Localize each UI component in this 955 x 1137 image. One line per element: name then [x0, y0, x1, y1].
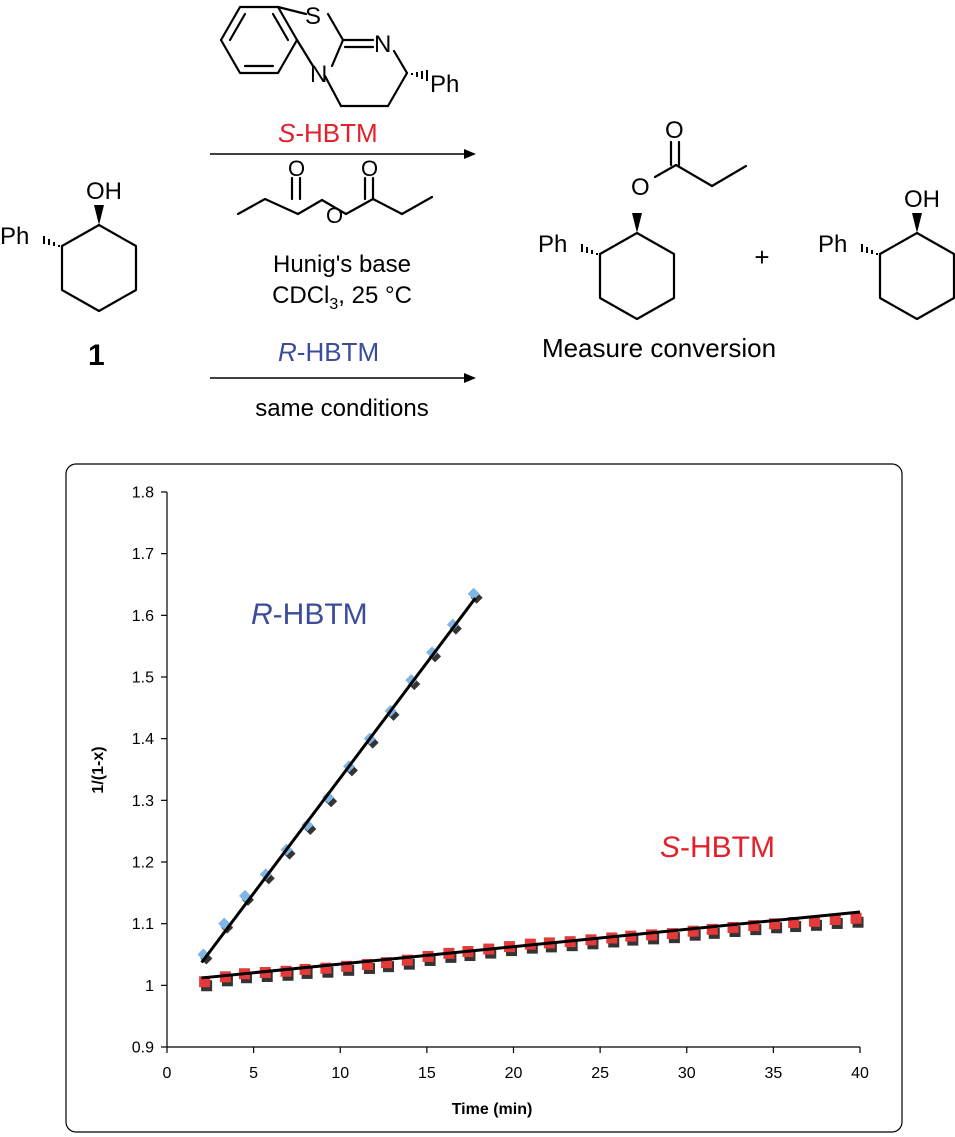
product-o-carbonyl: O	[665, 117, 684, 144]
chart-frame	[65, 463, 903, 1133]
y-tick-label: 1.6	[132, 608, 154, 625]
y-axis-title: 1/(1-x)	[90, 746, 107, 793]
plus-sign: +	[754, 242, 769, 272]
data-point-s-hbtm	[381, 957, 395, 973]
r-hbtm-label: R-HBTM	[278, 337, 379, 367]
product-hash-bond	[581, 244, 598, 255]
reaction-arrow-bottom-head	[464, 373, 476, 383]
recovered-wedge-bond	[912, 213, 922, 233]
data-point-s-hbtm	[829, 913, 843, 929]
data-point-s-hbtm	[361, 958, 375, 974]
y-tick-label: 1.8	[132, 485, 154, 502]
reactant-number: 1	[88, 339, 105, 372]
data-point-s-hbtm	[280, 965, 294, 981]
data-point-s-hbtm	[687, 925, 701, 941]
y-tick-label: 1.4	[132, 731, 154, 748]
legend-r-rest: -HBTM	[273, 598, 368, 631]
same-conditions-label: same conditions	[255, 395, 428, 422]
s-hbtm-italic: S	[278, 118, 296, 148]
y-tick-label: 1.2	[132, 855, 154, 872]
anhydride-o-bridge: O	[326, 203, 343, 228]
solvent-temp: , 25 °C	[338, 282, 412, 309]
y-tick-label: 1	[145, 978, 154, 995]
reaction-scheme: OH Ph 1 S N N Ph S-HBTM	[0, 3, 955, 422]
x-tick-label: 25	[591, 1065, 609, 1082]
catalyst-n-atom-top: N	[374, 31, 391, 58]
anhydride-bonds	[236, 195, 434, 216]
x-tick-label: 15	[418, 1065, 436, 1082]
data-point-s-hbtm	[727, 921, 741, 937]
recovered-ph-label: Ph	[818, 231, 847, 258]
x-tick-label: 35	[764, 1065, 782, 1082]
data-point-s-hbtm	[646, 929, 660, 945]
reactant-oh-label: OH	[86, 178, 122, 205]
legend-s-rest: -HBTM	[680, 831, 775, 864]
legend-s-italic: S	[660, 831, 680, 864]
series-r-hbtm	[197, 587, 483, 965]
recovered-hash-bond	[861, 244, 878, 255]
s-hbtm-rest: -HBTM	[295, 118, 377, 148]
recovered-alcohol-structure: OH Ph	[818, 186, 955, 321]
x-tick-label: 5	[249, 1065, 258, 1082]
legend-r-hbtm: R-HBTM	[251, 598, 368, 631]
y-tick-label: 1.1	[132, 916, 154, 933]
reactant-structure: OH Ph 1	[0, 178, 138, 372]
product-structure: O O Ph	[538, 117, 748, 321]
recovered-oh-label: OH	[904, 186, 940, 213]
data-point-s-hbtm	[769, 918, 783, 934]
data-point-s-hbtm	[788, 917, 802, 933]
data-point-s-hbtm	[706, 923, 720, 939]
data-point-s-hbtm	[808, 915, 822, 931]
x-tick-label: 20	[505, 1065, 523, 1082]
data-point-s-hbtm	[850, 912, 864, 928]
reactant-wedge-bond	[94, 205, 104, 225]
reactant-hash-bond	[43, 236, 60, 247]
y-tick-label: 1.5	[132, 670, 154, 687]
x-tick-label: 30	[678, 1065, 696, 1082]
r-hbtm-italic: R	[278, 337, 297, 367]
y-tick-label: 1.7	[132, 546, 154, 563]
fit-line-r-hbtm	[200, 597, 477, 964]
x-axis-ticks: 0 5 10 15 20 25 30 35 40	[163, 1047, 869, 1082]
fit-line-s-hbtm	[201, 910, 861, 980]
series-s-hbtm	[199, 910, 864, 992]
legend-r-italic: R	[251, 598, 273, 631]
data-point-s-hbtm	[401, 954, 415, 970]
solvent-subscript: 3	[329, 296, 338, 313]
anhydride-o-top-left: O	[288, 156, 305, 181]
x-tick-label: 0	[163, 1065, 172, 1082]
catalyst-hash-bond	[411, 70, 428, 81]
data-point-s-hbtm	[341, 960, 355, 976]
s-hbtm-label: S-HBTM	[278, 118, 378, 148]
catalyst-s-atom: S	[305, 3, 321, 30]
reactant-ph-label: Ph	[0, 223, 29, 250]
solvent-label: CDCl3, 25 °C	[272, 282, 412, 313]
x-tick-label: 40	[851, 1065, 869, 1082]
catalyst-structure: S N N Ph	[219, 3, 459, 108]
base-label: Hunig's base	[273, 251, 411, 278]
r-hbtm-rest: -HBTM	[297, 337, 379, 367]
y-tick-label: 0.9	[132, 1040, 154, 1057]
catalyst-n-atom-bottom: N	[310, 61, 327, 88]
x-axis-title: Time (min)	[452, 1101, 533, 1118]
product-wedge-bond	[632, 213, 642, 233]
solvent-main: CDCl	[272, 282, 329, 309]
y-tick-label: 1.3	[132, 793, 154, 810]
product-o-ester: O	[631, 174, 650, 201]
data-point-s-hbtm	[748, 920, 762, 936]
legend-s-hbtm: S-HBTM	[660, 831, 775, 864]
data-point-s-hbtm	[320, 962, 334, 978]
y-axis-ticks: 0.9 1 1.1 1.2 1.3 1.4 1.5 1.6 1.7 1.8	[132, 485, 167, 1057]
anhydride-o-top-right: O	[361, 156, 378, 181]
anhydride-structure: O O O	[236, 156, 434, 228]
data-point-s-hbtm	[666, 928, 680, 944]
catalyst-ph-label: Ph	[430, 71, 459, 98]
x-tick-label: 10	[331, 1065, 349, 1082]
data-point-s-hbtm	[299, 963, 313, 979]
reaction-arrow-top-head	[464, 149, 476, 159]
measure-conversion-label: Measure conversion	[542, 333, 776, 363]
product-ph-label: Ph	[538, 231, 567, 258]
data-point-s-hbtm	[199, 976, 213, 992]
